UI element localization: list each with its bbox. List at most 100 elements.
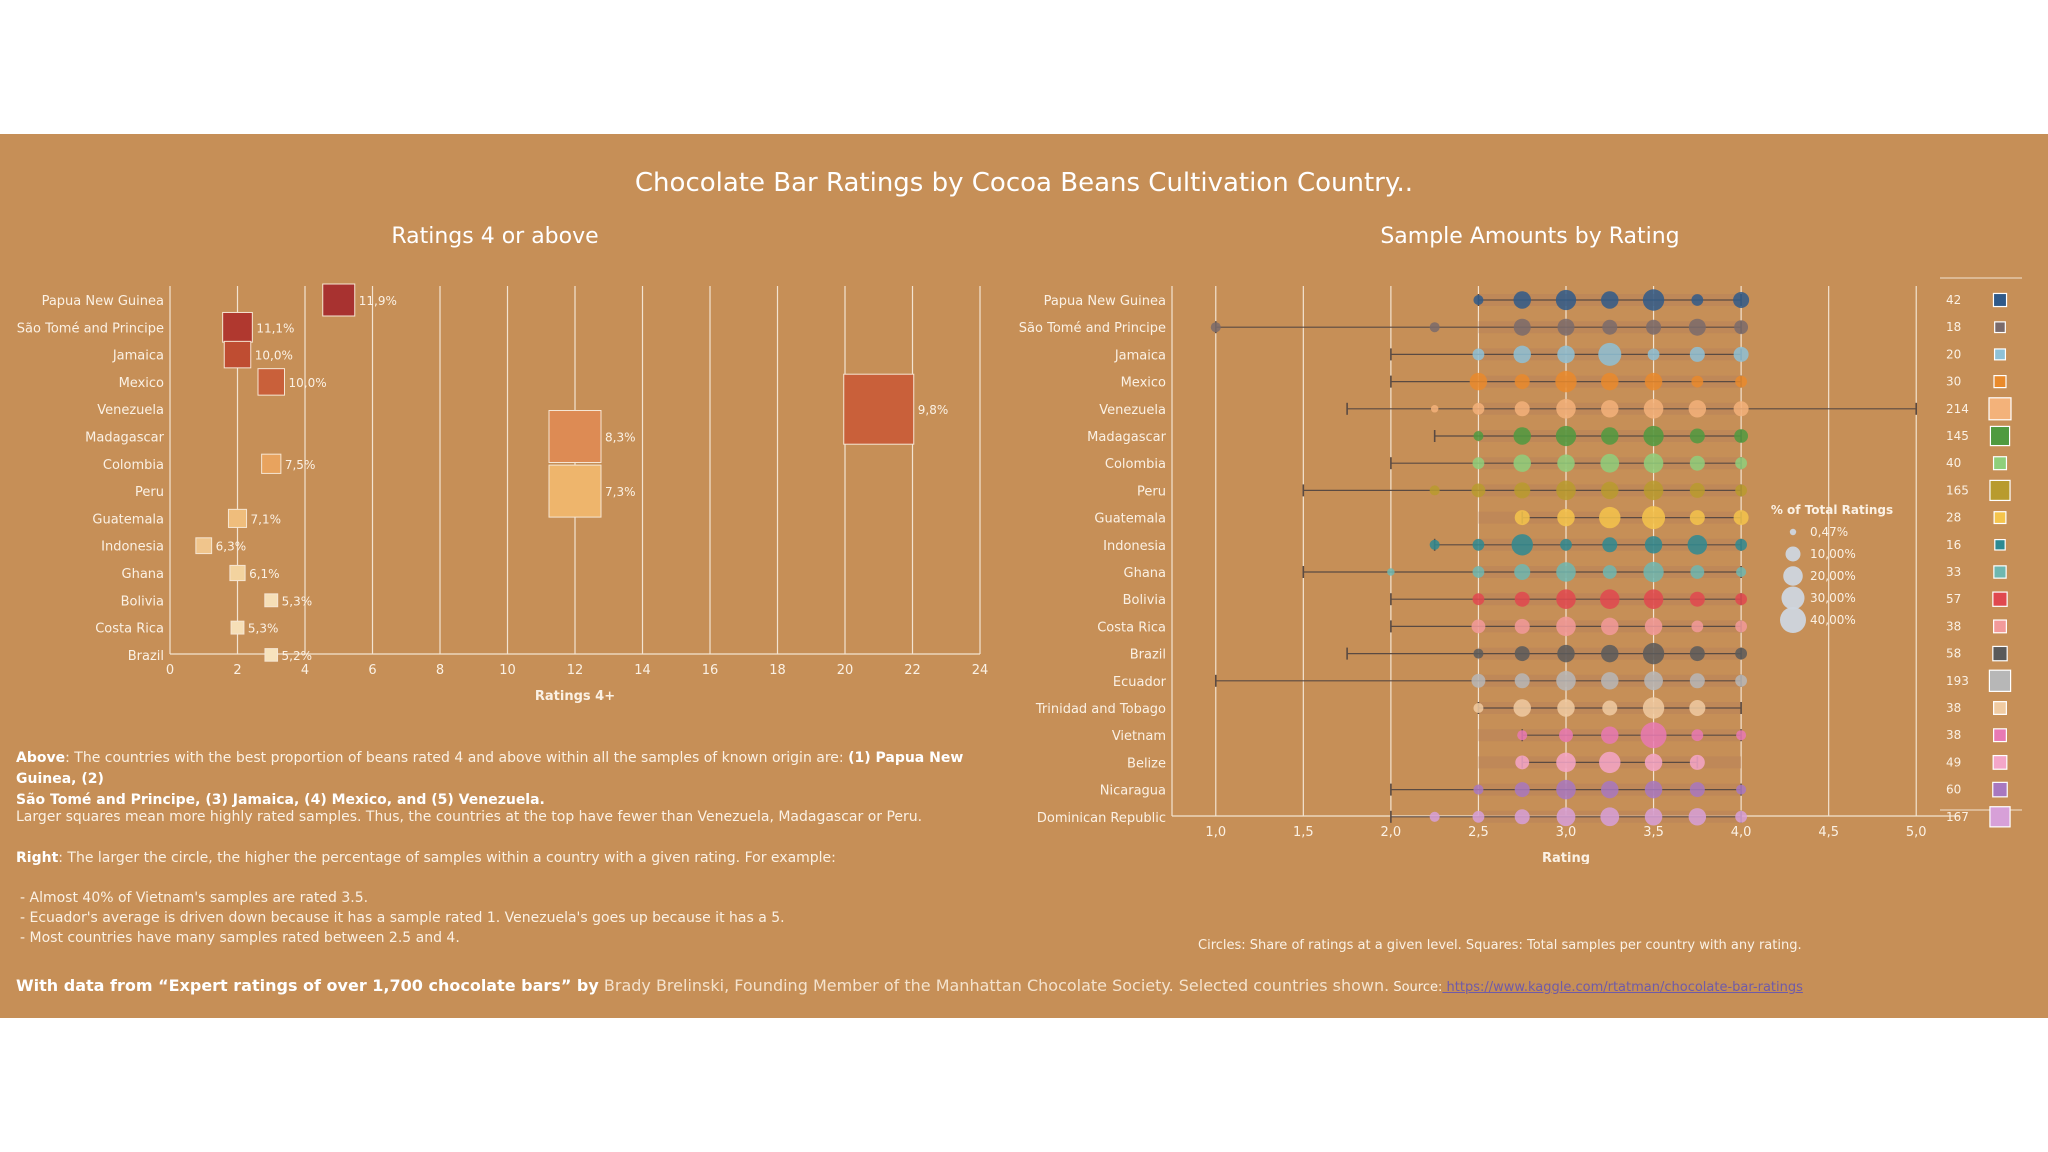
total-square-costa-rica [1993, 619, 2007, 634]
rating-distribution-chart: 1,0 1,5 2,0 2,5 3,0 3,5 4,0 4,5 5,0 Rating Papua N… [1019, 277, 2022, 864]
total-square-mexico [1993, 375, 2007, 389]
total-square-indonesia [1994, 539, 2006, 551]
total-square-guatemala [1993, 511, 2007, 525]
rating-circle-mexico [1644, 372, 1663, 391]
bar-square-venezuela [843, 373, 915, 445]
category-label: Papua New Guinea [42, 294, 164, 309]
note-above: Above: The countries with the best propo… [16, 750, 964, 808]
data-label: 6,3% [216, 540, 247, 554]
rating-circle-guatemala [1514, 510, 1530, 526]
category-label: Bolivia [121, 594, 164, 609]
rating-circle-colombia [1600, 453, 1620, 473]
legend-title: % of Total Ratings [1771, 503, 1893, 517]
note-right: Right: The larger the circle, the higher… [16, 850, 836, 866]
total-square-vietnam [1993, 728, 2007, 743]
rating-circle-mexico [1514, 374, 1530, 390]
bar-square-papua-new-guinea [322, 283, 356, 317]
rating-circle-bolivia [1735, 593, 1748, 606]
rating-circle-madagascar [1555, 425, 1577, 447]
total-count: 167 [1946, 810, 1969, 824]
rating-circle-venezuela [1643, 399, 1664, 419]
total-square-nicaragua [1992, 781, 2008, 798]
rating-circle-ghana [1514, 563, 1531, 581]
note-bullet-2: - Ecuador's average is driven down becau… [20, 910, 785, 926]
x-tick-label: 12 [567, 663, 584, 678]
legend-label: 30,00% [1810, 591, 1856, 605]
category-label: Ghana [1124, 566, 1167, 581]
x-tick-label: 4 [301, 663, 309, 678]
total-square-venezuela [1988, 397, 2012, 421]
rating-circle-jamaica [1689, 346, 1705, 362]
data-label: 8,3% [605, 431, 636, 445]
rating-circle-venezuela [1733, 401, 1749, 417]
total-count: 214 [1946, 402, 1969, 416]
rating-circle-indonesia [1687, 535, 1708, 555]
rating-circle-ecuador [1644, 671, 1663, 691]
total-count: 28 [1946, 511, 1961, 525]
data-label: 5,3% [248, 622, 279, 636]
rating-circle-sao-tome-and-principe [1429, 322, 1440, 333]
rating-circle-trinidad-and-tobago [1557, 699, 1575, 717]
category-label: Madagascar [1087, 430, 1167, 445]
x-tick-label: 10 [499, 663, 516, 678]
rating-circle-peru [1735, 484, 1748, 497]
x-tick-label: 0 [166, 663, 174, 678]
legend-label: 10,00% [1810, 547, 1856, 561]
rating-circle-indonesia [1644, 536, 1663, 554]
rating-circle-guatemala [1733, 510, 1749, 526]
x-tick-label: 14 [634, 663, 651, 678]
rating-circle-jamaica [1647, 348, 1660, 361]
rating-circle-sao-tome-and-principe [1602, 319, 1618, 335]
x-tick-label: 16 [702, 663, 719, 678]
data-credit: With data from “Expert ratings of over 1… [16, 976, 1803, 995]
rating-circle-indonesia [1602, 537, 1618, 553]
category-label: Indonesia [1103, 539, 1166, 554]
data-label: 9,8% [918, 403, 949, 417]
rating-circle-peru [1689, 482, 1705, 498]
category-label: Venezuela [1099, 403, 1166, 418]
rating-circle-costa-rica [1471, 619, 1486, 634]
rating-circle-jamaica [1733, 346, 1749, 362]
x-tick-label: 2,0 [1381, 825, 1402, 840]
total-square-sao-tome-and-principe [1994, 321, 2006, 334]
rating-circle-ghana [1736, 566, 1747, 578]
rating-circle-costa-rica [1601, 617, 1619, 636]
bar-square-costa-rica [230, 620, 245, 635]
rating-circle-peru [1514, 482, 1531, 499]
x-tick-label: 8 [436, 663, 444, 678]
rating-circle-trinidad-and-tobago [1689, 699, 1706, 717]
total-count: 20 [1946, 347, 1961, 361]
data-label: 7,3% [605, 485, 636, 499]
rating-circle-madagascar [1473, 430, 1484, 442]
rating-circle-colombia [1735, 457, 1748, 470]
source-link[interactable]: https://www.kaggle.com/rtatman/chocolate… [1442, 980, 1803, 995]
total-square-ecuador [1988, 669, 2012, 692]
rating-circle-costa-rica [1644, 617, 1663, 636]
rating-circle-ecuador [1735, 674, 1748, 687]
legend-circle [1783, 566, 1803, 586]
rating-circle-vietnam [1736, 730, 1747, 741]
dashboard: Chocolate Bar Ratings by Cocoa Beans Cul… [0, 134, 2048, 1018]
rating-circle-peru [1601, 481, 1619, 500]
rating-circle-guatemala [1642, 506, 1666, 530]
rating-circle-brazil [1473, 648, 1484, 659]
rating-circle-papua-new-guinea [1642, 289, 1665, 311]
total-count: 60 [1946, 783, 1961, 797]
category-label: Trinidad and Tobago [1035, 702, 1166, 717]
rating-circle-mexico [1691, 375, 1704, 388]
rating-circle-nicaragua [1736, 784, 1747, 795]
total-square-dominican-republic [1989, 806, 2011, 828]
total-count: 38 [1946, 701, 1961, 715]
category-label: Mexico [1121, 376, 1166, 391]
total-count: 49 [1946, 755, 1961, 769]
rating-circle-trinidad-and-tobago [1473, 702, 1484, 714]
bar-square-madagascar [548, 410, 602, 463]
total-count: 18 [1946, 320, 1961, 334]
rating-circle-belize [1515, 755, 1530, 770]
legend-label: 20,00% [1810, 569, 1856, 583]
bar-square-jamaica [223, 340, 252, 369]
data-label: 7,5% [285, 458, 316, 472]
rating-circle-belize [1644, 753, 1663, 772]
data-label: 6,1% [249, 567, 280, 581]
rating-circle-peru [1556, 480, 1576, 501]
